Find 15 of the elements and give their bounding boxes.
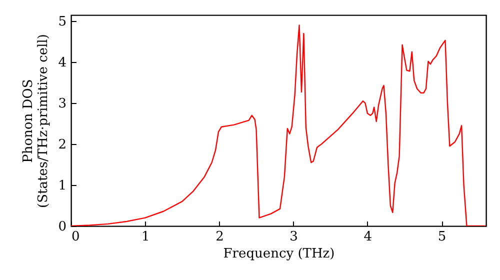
x-tick-label: 1 (141, 230, 150, 244)
y-tick-label: 4 (58, 56, 66, 71)
x-tick-label: 4 (364, 230, 372, 244)
x-tick-label: 0 (72, 230, 80, 244)
y-tick-label: 0 (58, 220, 66, 234)
y-tick-label: 2 (58, 138, 66, 153)
y-axis-title: Phonon DOS (States/THz·primitive cell) (21, 34, 52, 208)
x-axis-title: Frequency (THz) (223, 246, 335, 262)
y-tick-label: 5 (58, 14, 66, 30)
x-tick-label: 2 (216, 230, 224, 244)
x-tick-label: 3 (290, 230, 298, 244)
line-series (71, 24, 486, 226)
y-tick-label: 3 (58, 96, 66, 112)
y-tick-label: 1 (58, 178, 66, 194)
x-tick-label: 5 (438, 230, 446, 244)
